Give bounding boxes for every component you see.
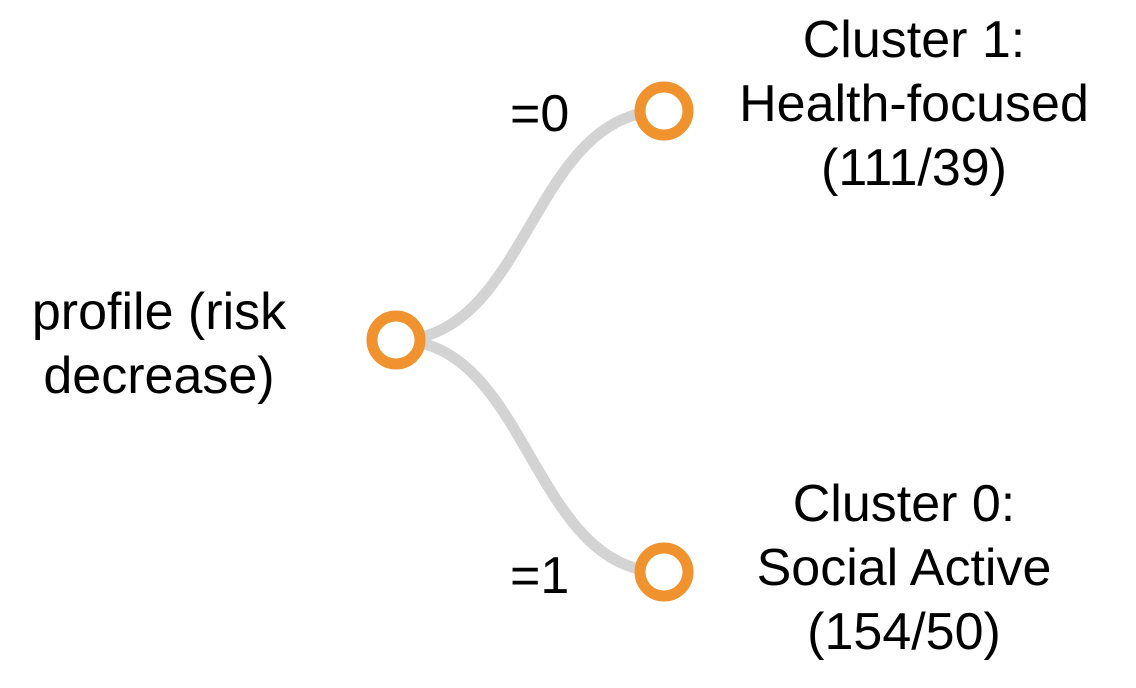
leaf-label-line: Social Active [756, 539, 1052, 597]
leaf-label-line: Health-focused [739, 75, 1089, 133]
root-label-line: decrease) [43, 347, 275, 405]
root-node-marker [366, 310, 426, 370]
edge-label-bottom: =1 [510, 547, 570, 605]
edge-link-bottom [390, 334, 670, 578]
leaf-node-marker-bottom [634, 542, 694, 602]
leaf-node-label-top: Cluster 1: Health-focused (111/39) [694, 8, 1134, 200]
leaf-node-label-bottom: Cluster 0: Social Active (154/50) [684, 472, 1124, 664]
leaf-label-line: Cluster 0: [792, 475, 1016, 533]
leaf-label-line: (154/50) [807, 603, 1001, 661]
root-node-label: profile (risk decrease) [0, 280, 318, 408]
leaf-node-marker-top [634, 81, 694, 141]
root-label-line: profile (risk [31, 283, 287, 341]
edge-link-top [390, 105, 670, 346]
leaf-label-line: (111/39) [821, 139, 1007, 197]
leaf-label-line: Cluster 1: [802, 11, 1026, 69]
edge-label-top: =0 [510, 85, 570, 143]
